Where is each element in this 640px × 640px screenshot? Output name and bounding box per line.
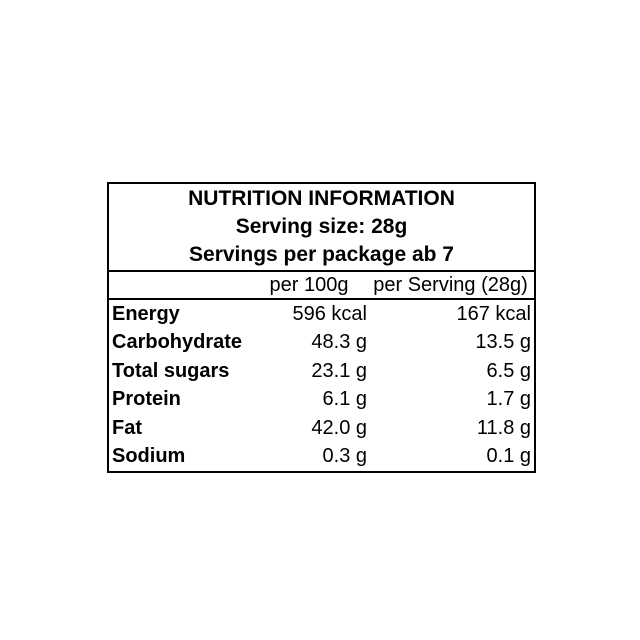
- nutrient-row-carbohydrate: Carbohydrate 48.3 g 13.5 g: [109, 329, 534, 358]
- nutrient-label: Fat: [112, 416, 142, 439]
- per-serving-value: 1.7 g: [486, 388, 531, 411]
- nutrient-row-total-sugars: Total sugars 23.1 g 6.5 g: [109, 357, 534, 386]
- nutrient-row-sodium: Sodium 0.3 g 0.1 g: [109, 443, 534, 472]
- nutrient-label: Sodium: [112, 445, 186, 468]
- table-header-block: NUTRITION INFORMATION Serving size: 28g …: [109, 184, 534, 272]
- servings-per-package-line: Servings per package ab 7: [189, 243, 454, 266]
- nutrient-row-protein: Protein 6.1 g 1.7 g: [109, 386, 534, 415]
- nutrient-label: Energy: [112, 302, 180, 325]
- column-header-per-serving: per Serving (28g): [373, 273, 528, 296]
- nutrient-label: Total sugars: [112, 359, 230, 382]
- nutrient-row-energy: Energy 596 kcal 167 kcal: [109, 300, 534, 329]
- per100g-value: 23.1 g: [311, 359, 367, 382]
- serving-size-line: Serving size: 28g: [235, 215, 408, 238]
- per100g-value: 596 kcal: [292, 302, 368, 325]
- per100g-value: 0.3 g: [322, 445, 367, 468]
- column-header-row: per 100g per Serving (28g): [109, 272, 534, 300]
- nutrition-table: NUTRITION INFORMATION Serving size: 28g …: [107, 182, 536, 473]
- table-title: NUTRITION INFORMATION: [188, 187, 455, 210]
- per100g-value: 42.0 g: [311, 416, 367, 439]
- per100g-value: 48.3 g: [311, 331, 367, 354]
- per-serving-value: 167 kcal: [456, 302, 532, 325]
- nutrient-label: Carbohydrate: [112, 331, 243, 354]
- per-serving-value: 6.5 g: [486, 359, 531, 382]
- column-header-per100g: per 100g: [269, 273, 349, 296]
- per-serving-value: 13.5 g: [475, 331, 531, 354]
- nutrient-label: Protein: [112, 388, 181, 411]
- per100g-value: 6.1 g: [322, 388, 367, 411]
- per-serving-value: 0.1 g: [486, 445, 531, 468]
- nutrient-row-fat: Fat 42.0 g 11.8 g: [109, 414, 534, 443]
- per-serving-value: 11.8 g: [476, 416, 531, 439]
